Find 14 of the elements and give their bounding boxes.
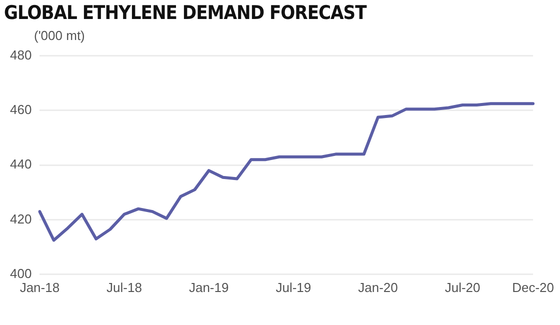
y-tick-label: 420 [10,211,32,226]
x-tick-label: Jul-19 [276,280,312,295]
y-tick-label: 400 [10,266,32,281]
x-tick-label: Dec-20 [512,280,554,295]
x-tick-label: Jan-19 [188,280,229,295]
x-tick-label: Jan-20 [358,280,398,295]
y-tick-label: 460 [10,102,32,118]
y-axis-title: ('000 mt) [34,28,85,43]
y-tick-label: 480 [10,47,32,62]
chart-title: GLOBAL ETHYLENE DEMAND FORECAST [4,2,366,24]
x-tick-label: Jul-20 [444,280,480,295]
x-tick-label: Jul-18 [106,280,142,295]
x-tick-label: Jan-18 [20,280,60,295]
y-tick-label: 440 [10,156,32,172]
